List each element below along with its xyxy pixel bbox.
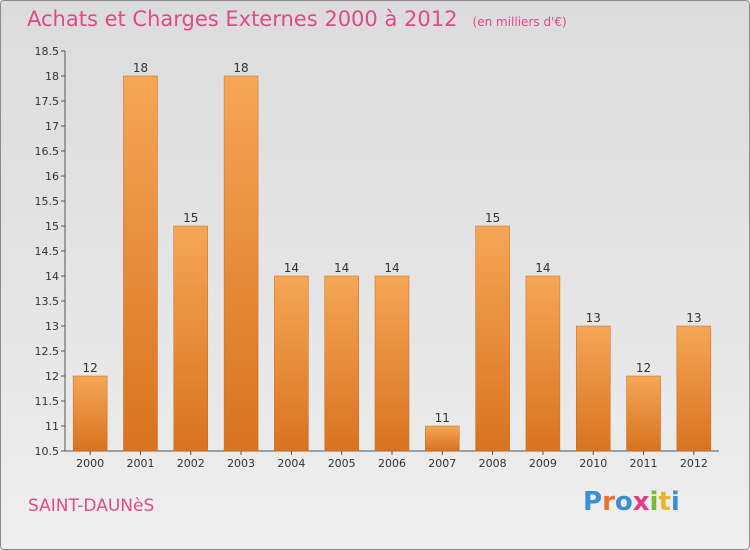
- bar-value-label: 14: [284, 261, 299, 275]
- y-tick-label: 17.5: [35, 95, 60, 108]
- y-tick-label: 11: [45, 420, 59, 433]
- x-tick-label: 2006: [378, 457, 406, 470]
- x-tick-label: 2007: [428, 457, 456, 470]
- bar-value-label: 15: [183, 211, 198, 225]
- y-tick-label: 18.5: [35, 45, 60, 58]
- y-tick-label: 12: [45, 370, 59, 383]
- bar-value-label: 12: [636, 361, 651, 375]
- bar-value-label: 14: [535, 261, 550, 275]
- bar-value-label: 18: [233, 61, 248, 75]
- plot-area: 10.5 11 11.5 12 12.5 13 13.5 14 14.5 15 15.5 16 16.5…: [35, 45, 719, 470]
- bar: [626, 375, 661, 452]
- bar: [575, 325, 611, 452]
- x-tick-label: 2008: [479, 457, 507, 470]
- x-tick-label: 2010: [579, 457, 607, 470]
- bar-value-label: 15: [485, 211, 500, 225]
- chart-subtitle: (en milliers d'€): [472, 15, 567, 29]
- bar-value-label: 14: [334, 261, 349, 275]
- chart-title: Achats et Charges Externes 2000 à 2012: [27, 7, 458, 31]
- commune-name: SAINT-DAUNèS: [28, 496, 155, 516]
- y-tick-label: 10.5: [35, 445, 60, 458]
- bar-value-label: 11: [435, 411, 450, 425]
- y-tick-label: 16: [45, 170, 59, 183]
- bar: [173, 225, 209, 452]
- x-tick-label: 2009: [529, 457, 557, 470]
- bar: [274, 275, 309, 452]
- y-tick-label: 14.5: [35, 245, 60, 258]
- bar-value-label: 13: [686, 311, 701, 325]
- logo-letter: P: [583, 487, 603, 517]
- bar-value-label: 13: [586, 311, 601, 325]
- logo-letter: i: [649, 487, 659, 517]
- logo-letter: t: [658, 487, 671, 517]
- bar: [324, 275, 359, 452]
- proxiti-logo[interactable]: Proxiti: [583, 487, 680, 517]
- bar: [475, 225, 510, 452]
- x-tick-label: 2011: [630, 457, 658, 470]
- y-tick-label: 14: [45, 270, 59, 283]
- x-tick-label: 2001: [126, 457, 154, 470]
- y-tick-label: 11.5: [35, 395, 60, 408]
- x-tick-label: 2003: [227, 457, 255, 470]
- y-tick-label: 18: [45, 70, 59, 83]
- bar: [123, 75, 158, 452]
- y-tick-label: 15: [45, 220, 59, 233]
- y-tick-label: 17: [45, 120, 59, 133]
- logo-letter: x: [632, 487, 650, 517]
- logo-letter: i: [670, 487, 680, 517]
- bar-value-label: 14: [384, 261, 399, 275]
- bar: [525, 275, 561, 452]
- x-tick-label: 2012: [680, 457, 708, 470]
- y-tick-label: 12.5: [35, 345, 60, 358]
- bar: [425, 425, 460, 452]
- logo-letter: o: [614, 487, 633, 517]
- y-tick-label: 13.5: [35, 295, 60, 308]
- bar: [676, 325, 712, 452]
- x-tick-label: 2002: [177, 457, 205, 470]
- bar: [374, 275, 410, 452]
- bar: [72, 375, 108, 452]
- logo-letter: r: [602, 487, 615, 517]
- title-row: Achats et Charges Externes 2000 à 2012 (…: [27, 7, 567, 31]
- y-tick-label: 16.5: [35, 145, 60, 158]
- x-tick-label: 2000: [76, 457, 104, 470]
- bar: [223, 75, 259, 452]
- x-tick-label: 2005: [328, 457, 356, 470]
- y-tick-label: 15.5: [35, 195, 60, 208]
- bar-value-label: 12: [83, 361, 98, 375]
- x-tick-label: 2004: [277, 457, 305, 470]
- bar-value-label: 18: [133, 61, 148, 75]
- y-tick-label: 13: [45, 320, 59, 333]
